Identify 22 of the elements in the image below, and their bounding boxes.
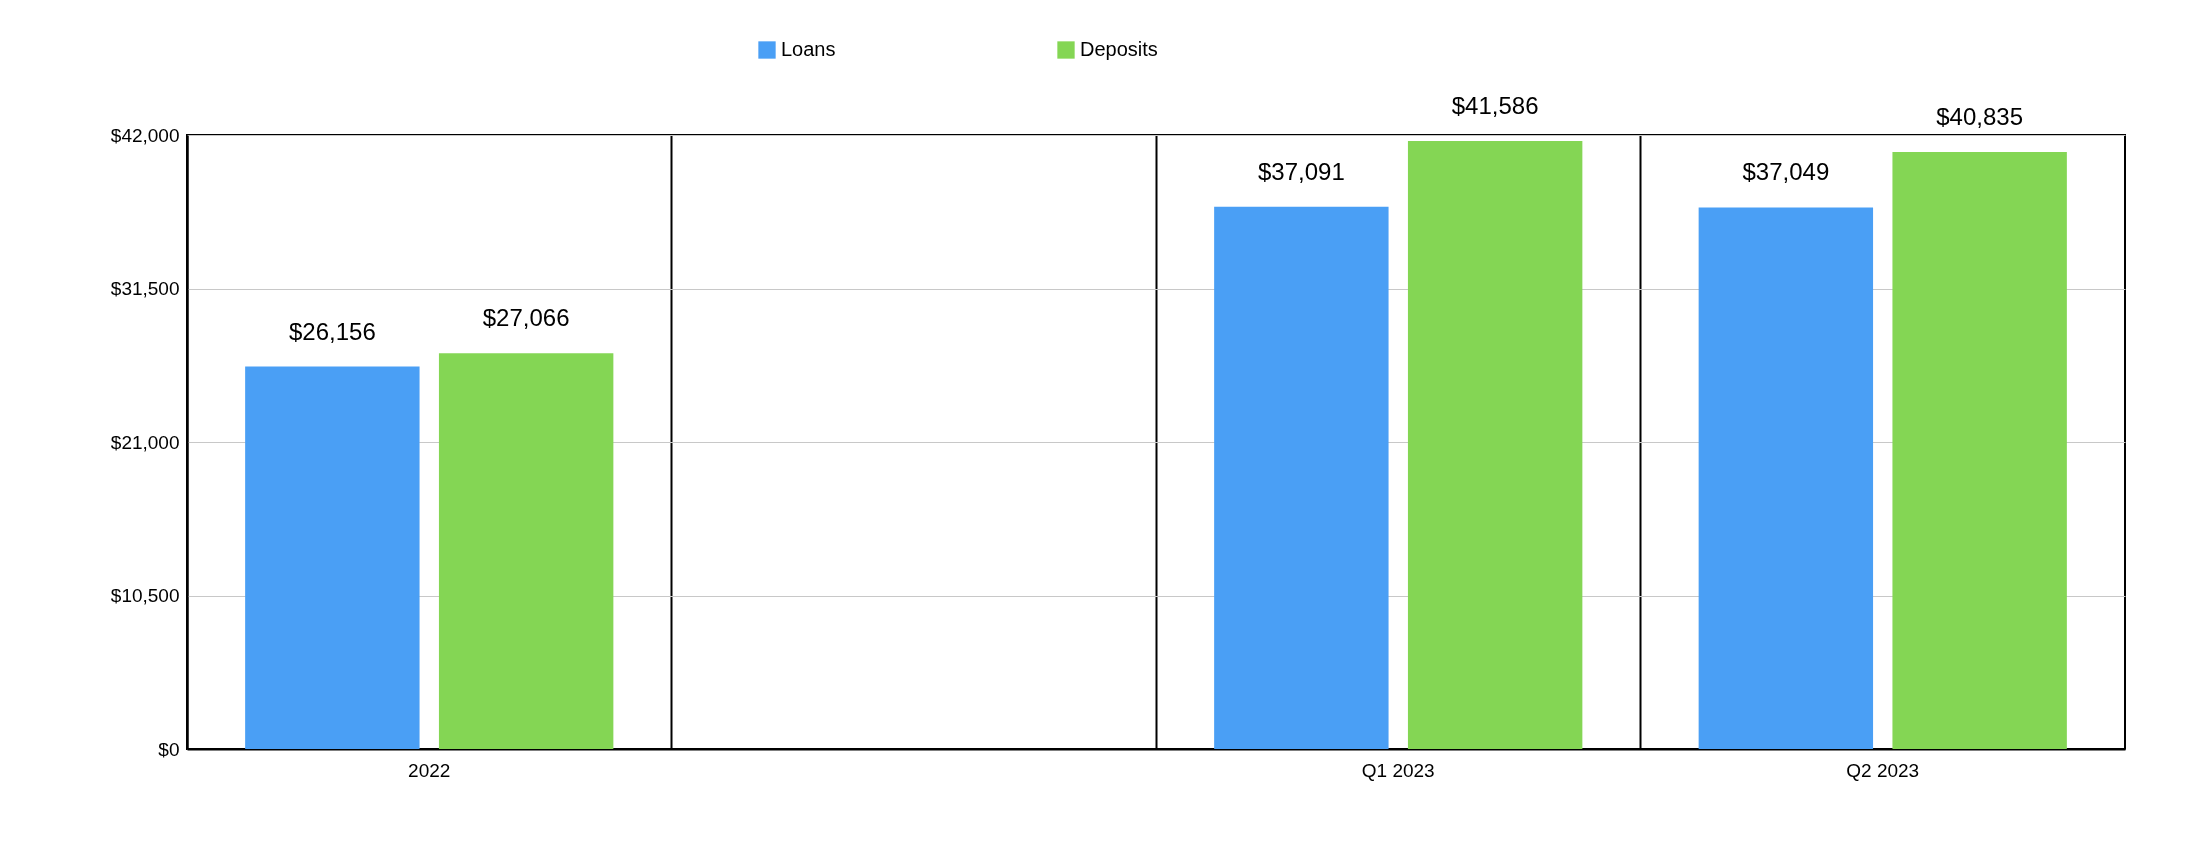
data-label: $37,049 <box>1742 158 1830 186</box>
y-tick-label: $0 <box>158 738 180 760</box>
x-tick-label: 2022 <box>408 759 451 781</box>
bar <box>438 353 614 749</box>
bar <box>1892 152 2067 749</box>
data-label: $27,066 <box>482 304 570 332</box>
bar <box>1214 206 1389 749</box>
bar <box>1407 141 1583 749</box>
legend-label: Deposits <box>1080 38 1158 60</box>
y-tick-label: $31,500 <box>110 278 180 299</box>
data-label: $37,091 <box>1257 157 1345 185</box>
data-label: $26,156 <box>288 317 376 345</box>
legend-label: Loans <box>781 38 836 60</box>
bar <box>245 366 420 749</box>
x-tick-label: Q2 2023 <box>1846 759 1920 781</box>
data-label: $41,586 <box>1451 92 1539 120</box>
data-label: $40,835 <box>1936 103 2024 131</box>
y-tick-label: $21,000 <box>110 431 180 453</box>
x-tick-label: Q1 2023 <box>1361 759 1435 781</box>
bar <box>1698 207 1874 749</box>
y-tick-label: $42,000 <box>110 124 180 146</box>
y-tick-label: $10,500 <box>110 585 180 606</box>
